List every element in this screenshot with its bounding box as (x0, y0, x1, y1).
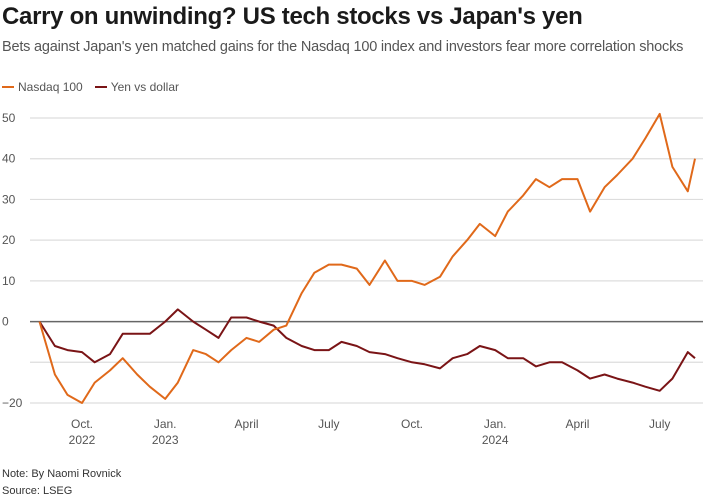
x-tick-label: Oct. (71, 417, 93, 431)
y-tick-label: 50 (2, 111, 16, 125)
legend-label-nasdaq: Nasdaq 100 (18, 80, 83, 94)
yen-line (38, 308, 696, 392)
x-tick-label: July (318, 417, 339, 431)
y-tick-label: 30 (2, 192, 16, 206)
legend-label-yen: Yen vs dollar (110, 80, 179, 94)
legend-item-yen: Yen vs dollar (94, 80, 179, 94)
x-tick-label: Jan. (484, 417, 507, 431)
x-tick-label: April (565, 417, 589, 431)
x-tick-label: July (649, 417, 670, 431)
x-tick-year-label: 2023 (152, 433, 179, 447)
chart-title: Carry on unwinding? US tech stocks vs Ja… (2, 3, 583, 30)
x-tick-label: April (235, 417, 259, 431)
y-tick-label: 10 (2, 274, 16, 288)
y-tick-label: 20 (2, 233, 16, 247)
legend: Nasdaq 100 Yen vs dollar (2, 80, 179, 94)
x-tick-label: Jan. (154, 417, 177, 431)
y-tick-label: 40 (2, 152, 16, 166)
chart-subtitle: Bets against Japan's yen matched gains f… (2, 39, 684, 55)
legend-swatch-yen (94, 86, 107, 88)
legend-swatch-nasdaq (2, 86, 14, 88)
x-tick-year-label: 2022 (69, 433, 96, 447)
y-tick-label: 0 (2, 315, 9, 329)
source: Source: LSEG (2, 485, 73, 497)
legend-item-nasdaq: Nasdaq 100 (2, 80, 83, 94)
x-tick-year-label: 2024 (482, 433, 509, 447)
x-tick-label: Oct. (401, 417, 423, 431)
note: Note: By Naomi Rovnick (2, 468, 122, 480)
y-tick-label: −20 (2, 396, 23, 410)
nasdaq-line (38, 112, 696, 404)
